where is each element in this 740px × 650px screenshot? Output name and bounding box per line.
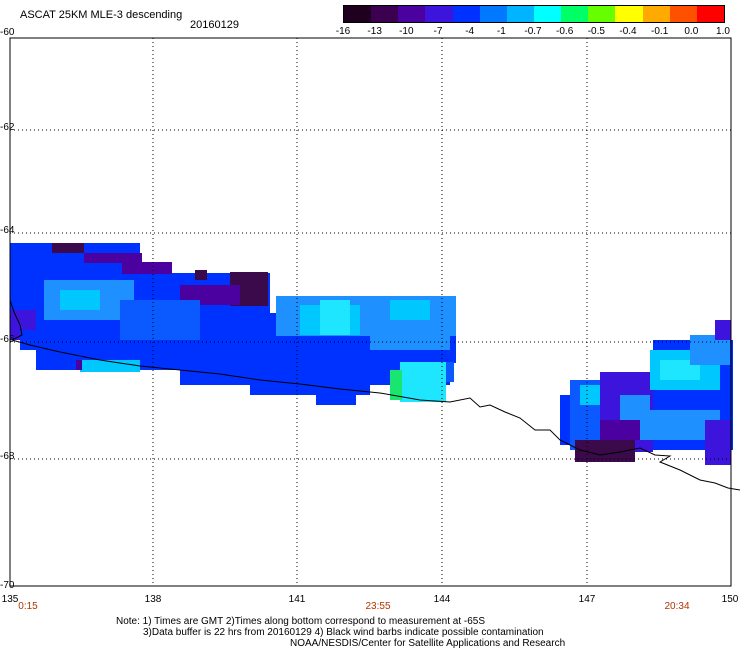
- colorbar-label: -10: [399, 26, 414, 37]
- colorbar-swatch: [561, 6, 589, 22]
- wind-swath: [10, 243, 733, 465]
- swath-cell: [80, 360, 140, 372]
- swath-cell: [560, 395, 570, 445]
- colorbar-swatch: [642, 6, 670, 22]
- colorbar-label: -0.1: [651, 26, 669, 37]
- colorbar-label: -4: [465, 26, 475, 37]
- colorbar-swatch: [669, 6, 697, 22]
- swath-cell: [76, 360, 82, 370]
- lat-lon-grid: [10, 38, 731, 586]
- swath-cell: [120, 300, 200, 340]
- lon-label: 135: [1, 594, 19, 605]
- antarctic-coastline: [9, 299, 740, 491]
- lon-label: 147: [578, 594, 596, 605]
- colorbar-label: -16: [335, 26, 351, 37]
- colorbar-label: -0.7: [524, 26, 542, 37]
- swath-cell: [705, 420, 731, 465]
- time-label: 23:55: [365, 601, 391, 612]
- note-line-3: NOAA/NESDIS/Center for Satellite Applica…: [290, 638, 566, 649]
- time-label: 20:34: [664, 601, 690, 612]
- colorbar-swatch: [696, 6, 724, 22]
- swath-cell: [316, 393, 356, 405]
- map-frame: [9, 37, 732, 587]
- colorbar-label: -0.4: [619, 26, 637, 37]
- colorbar-swatch: [479, 6, 507, 22]
- lat-label: -70: [0, 580, 15, 591]
- swath-cell: [390, 370, 402, 400]
- note-line-1: Note: 1) Times are GMT 2)Times along bot…: [116, 616, 486, 627]
- lon-label: 141: [288, 594, 306, 605]
- swath-cell: [580, 385, 600, 405]
- swath-cell: [320, 300, 350, 335]
- colorbar-swatch: [506, 6, 534, 22]
- swath-cell: [446, 362, 454, 382]
- lat-label: -68: [0, 451, 15, 462]
- time-label: 0:15: [18, 601, 38, 612]
- colorbar-swatch: [615, 6, 643, 22]
- lon-label: 150: [721, 594, 739, 605]
- swath-cell: [195, 270, 207, 280]
- swath-cell: [715, 320, 731, 340]
- colorbar: [343, 5, 725, 23]
- swath-cell: [60, 290, 100, 310]
- swath-cell: [370, 320, 450, 350]
- colorbar-swatch: [533, 6, 562, 22]
- swath-cell: [84, 253, 142, 263]
- colorbar-swatch: [344, 6, 372, 22]
- lat-label: -64: [0, 225, 15, 236]
- colorbar-label: -1: [496, 26, 506, 37]
- lon-label: 138: [144, 594, 162, 605]
- colorbar-swatch: [371, 6, 399, 22]
- colorbar-label: 1.0: [716, 26, 730, 37]
- lat-label: -60: [0, 27, 15, 38]
- lat-label: -62: [0, 122, 15, 133]
- swath-cell: [122, 262, 172, 274]
- colorbar-swatch: [398, 6, 426, 22]
- colorbar-label: -0.5: [587, 26, 605, 37]
- map-date: 20160129: [190, 19, 239, 31]
- colorbar-label: -7: [433, 26, 443, 37]
- colorbar-swatch: [425, 6, 453, 22]
- colorbar-swatch: [452, 6, 480, 22]
- colorbar-label: -0.6: [556, 26, 574, 37]
- swath-cell: [600, 420, 640, 440]
- map-title: ASCAT 25KM MLE-3 descending: [20, 9, 183, 21]
- swath-cell: [390, 300, 430, 320]
- swath-cell: [400, 362, 446, 402]
- note-line-2: 3)Data buffer is 22 hrs from 20160129 4)…: [143, 627, 544, 638]
- swath-cell: [575, 440, 635, 462]
- swath-cell: [52, 243, 84, 253]
- swath-cell: [620, 395, 650, 420]
- lon-label: 144: [433, 594, 451, 605]
- colorbar-label: -13: [367, 26, 382, 37]
- colorbar-label: 0.0: [684, 26, 699, 37]
- lat-label: -66: [0, 334, 15, 345]
- colorbar-swatch: [588, 6, 616, 22]
